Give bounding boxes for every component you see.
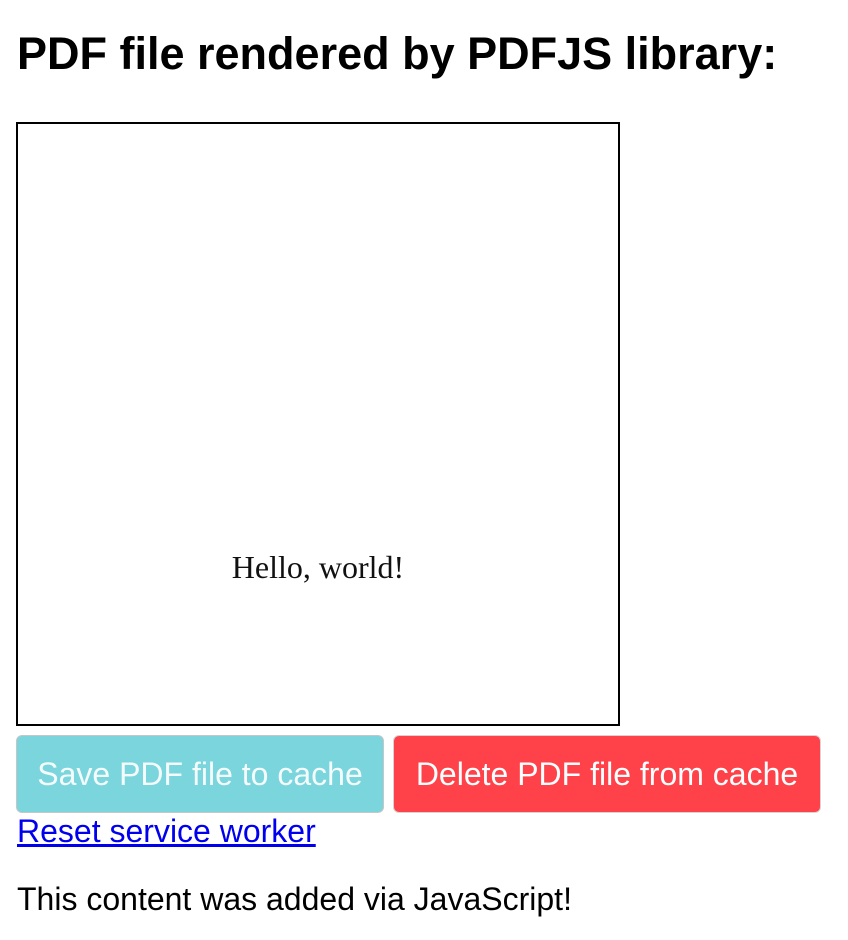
pdf-content-text: Hello, world! — [231, 549, 405, 585]
pdf-canvas: Hello, world! — [16, 122, 620, 726]
js-added-content: This content was added via JavaScript! — [17, 881, 572, 917]
save-pdf-button[interactable]: Save PDF file to cache — [16, 735, 384, 813]
delete-pdf-button[interactable]: Delete PDF file from cache — [393, 735, 821, 813]
reset-service-worker-link[interactable]: Reset service worker — [17, 813, 316, 849]
page-title: PDF file rendered by PDFJS library: — [17, 28, 778, 79]
